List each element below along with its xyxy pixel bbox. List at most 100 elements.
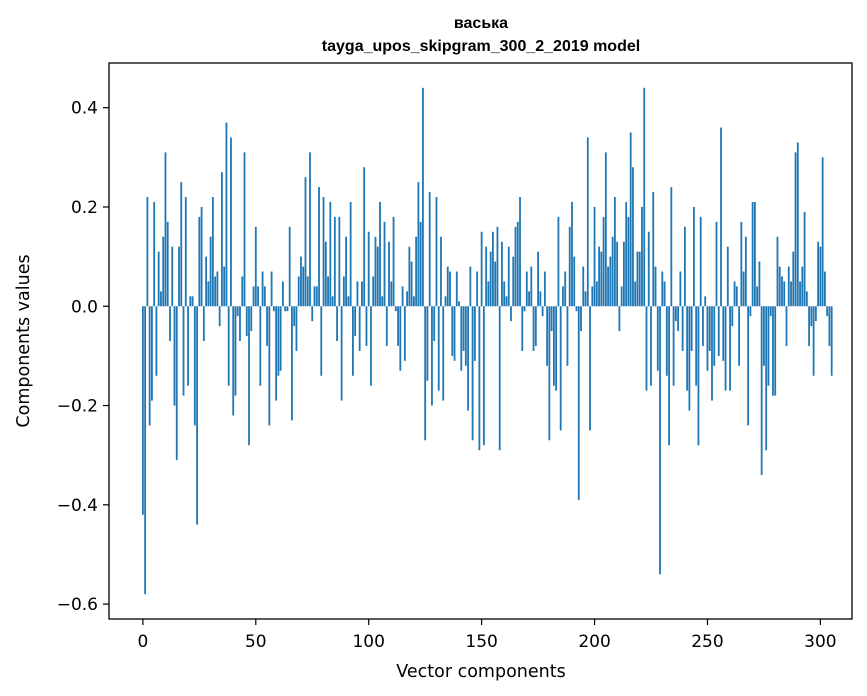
bar-78 bbox=[318, 187, 320, 307]
bar-13 bbox=[171, 246, 174, 307]
bar-113 bbox=[397, 306, 399, 346]
bar-174 bbox=[534, 306, 537, 346]
bar-147 bbox=[473, 306, 476, 361]
bar-295 bbox=[808, 306, 810, 346]
bar-247 bbox=[699, 216, 702, 307]
bar-209 bbox=[613, 197, 616, 307]
bar-41 bbox=[234, 306, 237, 396]
bar-146 bbox=[471, 306, 474, 441]
bar-169 bbox=[523, 306, 526, 312]
bars-group bbox=[141, 87, 833, 595]
bar-9 bbox=[162, 236, 165, 307]
bar-187 bbox=[564, 271, 567, 307]
chart-title: васька bbox=[454, 15, 508, 32]
bar-82 bbox=[327, 276, 329, 307]
bar-157 bbox=[496, 226, 499, 307]
bar-189 bbox=[568, 226, 571, 307]
bar-236 bbox=[674, 306, 677, 322]
bar-44 bbox=[241, 276, 244, 307]
bar-264 bbox=[738, 306, 740, 366]
bar-123 bbox=[419, 221, 422, 307]
bar-281 bbox=[776, 236, 779, 307]
bar-137 bbox=[451, 306, 454, 356]
bar-98 bbox=[363, 167, 366, 307]
bar-32 bbox=[214, 276, 217, 307]
bar-55 bbox=[266, 306, 268, 346]
bar-99 bbox=[365, 306, 368, 346]
bar-215 bbox=[627, 216, 630, 307]
bar-124 bbox=[422, 87, 424, 307]
bar-130 bbox=[435, 197, 438, 307]
bar-164 bbox=[512, 256, 515, 307]
bar-53 bbox=[261, 271, 264, 307]
y-axis-ticks: −0.6 −0.4 −0.2 0.0 0.2 0.4 bbox=[57, 99, 109, 615]
bar-126 bbox=[426, 306, 429, 381]
bar-83 bbox=[329, 202, 332, 307]
bar-263 bbox=[735, 286, 738, 307]
bar-140 bbox=[458, 301, 460, 307]
bar-65 bbox=[288, 226, 291, 307]
bar-177 bbox=[541, 306, 544, 317]
bar-275 bbox=[763, 306, 765, 366]
bar-250 bbox=[706, 306, 709, 371]
bar-114 bbox=[399, 306, 402, 371]
bar-227 bbox=[654, 266, 657, 307]
bar-112 bbox=[394, 306, 397, 312]
bar-144 bbox=[467, 306, 469, 411]
bar-185 bbox=[559, 306, 562, 431]
bar-121 bbox=[415, 236, 418, 307]
bar-256 bbox=[720, 127, 722, 307]
bar-249 bbox=[704, 296, 707, 307]
bar-204 bbox=[602, 216, 605, 307]
bar-40 bbox=[232, 306, 235, 416]
bar-19 bbox=[184, 197, 187, 307]
x-tick-label: 150 bbox=[465, 632, 497, 652]
bar-104 bbox=[376, 246, 379, 307]
bar-272 bbox=[756, 286, 759, 307]
bar-69 bbox=[297, 276, 300, 307]
bar-86 bbox=[336, 306, 338, 341]
bar-96 bbox=[358, 306, 361, 351]
bar-163 bbox=[510, 306, 512, 322]
bar-260 bbox=[729, 306, 731, 391]
bar-142 bbox=[462, 306, 465, 351]
bar-259 bbox=[726, 246, 729, 307]
bar-67 bbox=[293, 306, 296, 327]
bar-270 bbox=[751, 202, 754, 307]
bar-245 bbox=[695, 306, 698, 386]
bar-52 bbox=[259, 306, 262, 386]
plot-frame bbox=[108, 62, 853, 620]
bar-38 bbox=[227, 306, 230, 386]
bar-271 bbox=[753, 202, 756, 307]
bar-66 bbox=[291, 306, 293, 421]
bar-47 bbox=[248, 306, 250, 446]
bar-267 bbox=[744, 236, 747, 307]
bar-210 bbox=[616, 241, 619, 307]
bar-88 bbox=[340, 306, 343, 401]
bar-161 bbox=[505, 296, 508, 307]
bar-26 bbox=[200, 206, 203, 307]
bar-198 bbox=[589, 306, 591, 431]
bar-0 bbox=[141, 306, 144, 515]
bar-298 bbox=[814, 306, 817, 322]
bar-258 bbox=[724, 306, 727, 391]
bar-153 bbox=[487, 281, 490, 307]
bar-273 bbox=[758, 261, 761, 307]
bar-46 bbox=[245, 306, 248, 337]
bar-4 bbox=[151, 306, 153, 401]
bar-70 bbox=[300, 256, 302, 307]
y-axis-label: Components values bbox=[14, 254, 34, 427]
bar-5 bbox=[153, 202, 156, 307]
bar-143 bbox=[464, 306, 467, 366]
bar-165 bbox=[514, 226, 517, 307]
bar-8 bbox=[160, 291, 162, 307]
bar-220 bbox=[638, 251, 641, 307]
bar-60 bbox=[277, 306, 280, 376]
bar-248 bbox=[702, 306, 704, 346]
bar-223 bbox=[645, 306, 648, 391]
bar-14 bbox=[173, 306, 176, 406]
bar-89 bbox=[342, 276, 345, 307]
bar-64 bbox=[286, 306, 289, 312]
bar-197 bbox=[586, 137, 589, 307]
bar-159 bbox=[501, 241, 503, 307]
